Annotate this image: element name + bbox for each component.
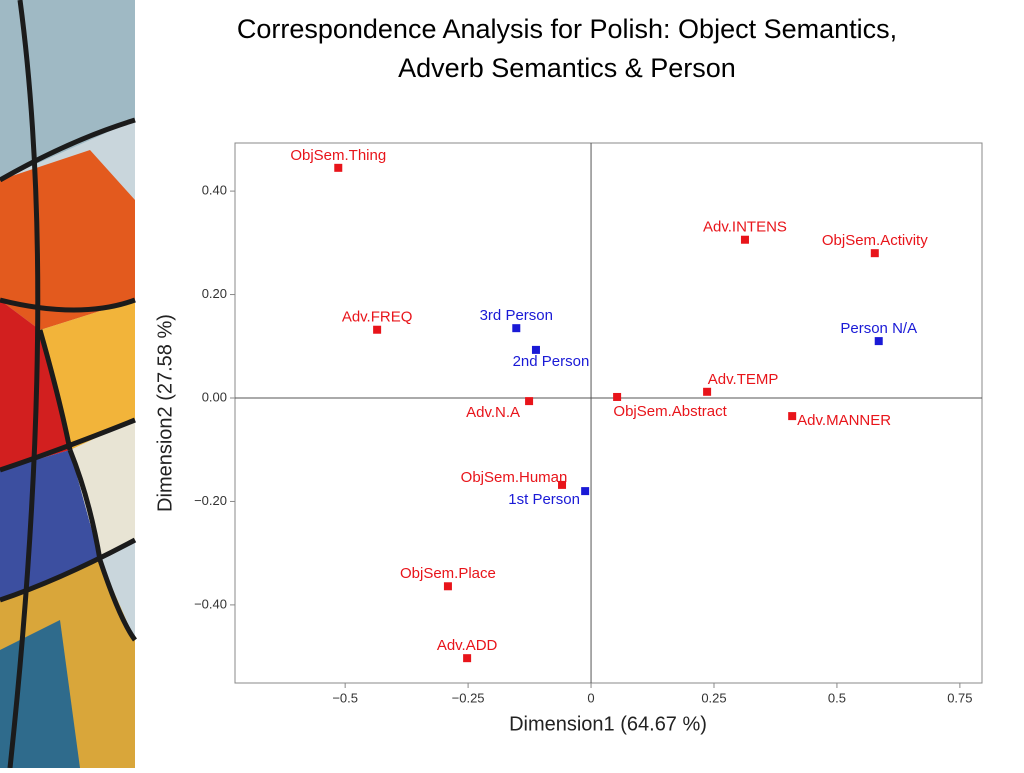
point	[525, 397, 534, 406]
point-label: Adv.TEMP	[708, 371, 779, 388]
point-label: ObjSem.Thing	[290, 147, 386, 164]
point	[874, 337, 883, 346]
point	[870, 249, 879, 258]
point-label: ObjSem.Human	[461, 469, 568, 486]
y-tick-label: −0.20	[194, 493, 227, 508]
point-label: ObjSem.Abstract	[613, 403, 727, 420]
point	[443, 582, 452, 591]
point	[512, 324, 521, 333]
x-axis-label: Dimension1 (64.67 %)	[509, 713, 707, 735]
plot-frame	[234, 142, 983, 684]
point	[613, 392, 622, 401]
x-tick-label: 0.25	[701, 690, 726, 705]
y-tick-label: 0.40	[202, 183, 227, 198]
x-tick-label: −0.25	[452, 690, 485, 705]
point-label: Adv.MANNER	[797, 412, 891, 429]
point-label: 3rd Person	[480, 307, 553, 324]
point	[788, 412, 797, 421]
y-tick-label: 0.20	[202, 286, 227, 301]
x-tick-label: 0.75	[947, 690, 972, 705]
point	[740, 235, 749, 244]
title-line: Correspondence Analysis for Polish: Obje…	[237, 14, 897, 44]
point	[373, 325, 382, 334]
point	[558, 480, 567, 489]
point-label: Adv.INTENS	[703, 219, 787, 236]
point	[531, 345, 540, 354]
point-label: Adv.FREQ	[342, 309, 413, 326]
x-tick-label: −0.5	[332, 690, 358, 705]
x-tick-label: 0	[587, 690, 594, 705]
point	[703, 387, 712, 396]
stained-glass-decoration	[0, 0, 138, 769]
point-label: 2nd Person	[513, 353, 590, 370]
point-label: Adv.ADD	[437, 637, 498, 654]
title-continuation: Adverb Semantics & Person	[398, 53, 736, 83]
point	[581, 487, 590, 496]
x-tick-label: 0.5	[828, 690, 846, 705]
point	[463, 654, 472, 663]
point-label: Person N/A	[840, 320, 917, 337]
y-tick-label: 0.00	[202, 389, 227, 404]
y-axis-label: Dimension2 (27.58 %)	[154, 314, 176, 512]
point-label: ObjSem.Activity	[822, 232, 928, 249]
point-label: 1st Person	[508, 491, 580, 508]
point	[334, 163, 343, 172]
point-label: Adv.N.A	[466, 404, 520, 421]
point-label: ObjSem.Place	[400, 565, 496, 582]
y-tick-label: −0.40	[194, 596, 227, 611]
